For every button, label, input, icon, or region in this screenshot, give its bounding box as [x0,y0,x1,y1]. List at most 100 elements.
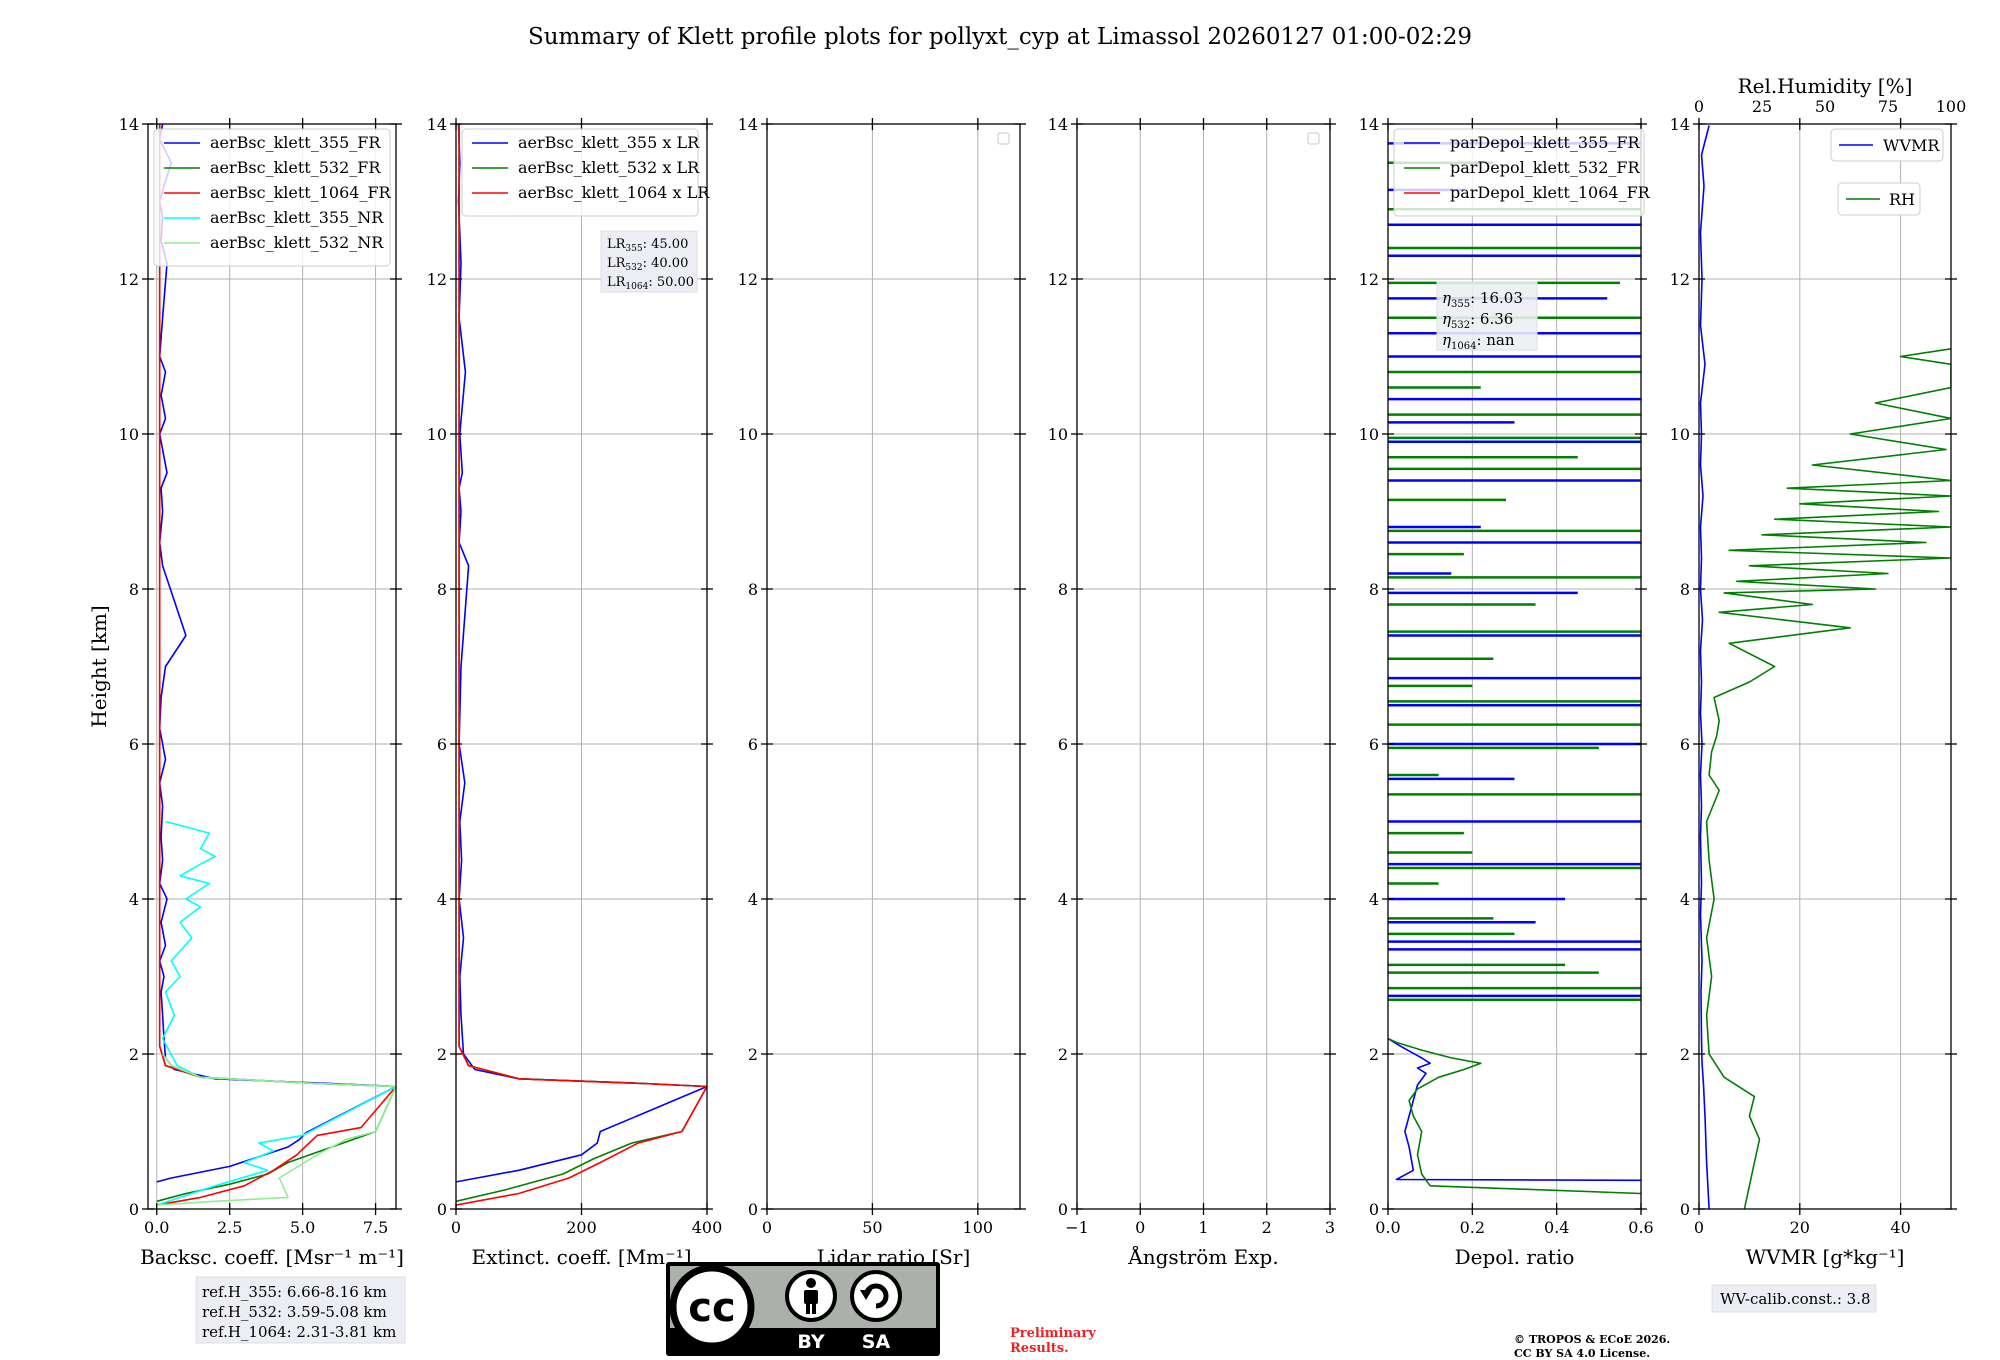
y-tick-label: 6 [1680,735,1690,754]
y-tick-label: 14 [119,115,139,134]
y-tick-label: 10 [119,425,139,444]
legend-box [1830,128,1944,162]
y-tick-label: 8 [129,580,139,599]
empty-legend-box [1307,132,1320,145]
top-x-tick-label: 50 [1815,97,1835,116]
x-tick-label: 2 [1262,1218,1272,1237]
x-axis-label: WVMR [g*kg⁻¹] [1746,1245,1905,1269]
figure-title: Summary of Klett profile plots for polly… [528,24,1472,50]
y-tick-label: 10 [1359,425,1379,444]
x-axis-label: Depol. ratio [1455,1245,1575,1269]
ref-height-1064: ref.H_1064: 2.31-3.81 km [202,1323,396,1341]
top-x-tick-label: 0 [1694,97,1704,116]
series-group-extinction [456,124,707,1206]
x-tick-label: 0 [451,1218,461,1237]
x-tick-label: 2.5 [217,1218,242,1237]
grid-wvmr [1698,123,1951,1210]
legend-label: aerBsc_klett_355_NR [210,208,384,227]
series-line-aerbsc-klett-532-nr [156,1053,396,1206]
y-tick-label: 4 [1680,890,1690,909]
x-tick-label: 0.0 [144,1218,169,1237]
y-tick-label: 2 [1058,1045,1068,1064]
x-axis-label: Ångström Exp. [1127,1244,1278,1269]
preliminary-line1: Preliminary [1010,1326,1096,1341]
legend-box [461,128,699,217]
legend-label: RH [1889,190,1915,209]
y-tick-label: 0 [748,1200,758,1219]
x-tick-label: 0 [1694,1218,1704,1237]
wv-calibration-box: WV-calib.const.: 3.8 [1711,1284,1877,1313]
lidar-ratio-532: LR532: 40.00 [607,256,688,273]
series-line-rh [1705,348,1951,1209]
y-tick-label: 0 [129,1200,139,1219]
x-tick-label: 40 [1890,1218,1910,1237]
y-tick-label: 12 [738,270,758,289]
y-tick-label: 6 [437,735,447,754]
legend-label: aerBsc_klett_532 x LR [518,158,700,177]
y-tick-label: 14 [1048,115,1068,134]
y-tick-label: 2 [748,1045,758,1064]
legend-backscatter: aerBsc_klett_355_FR aerBsc_klett_532_FRae… [153,128,392,267]
y-tick-label: 12 [427,270,447,289]
legend-label: aerBsc_klett_1064 x LR [518,183,710,202]
legend-box [1393,128,1645,217]
series-line-aerbsc-klett-532-fr [156,124,396,1203]
cc-logo-text: cc [688,1285,735,1331]
series-group-backscatter [156,124,396,1206]
x-tick-label: 20 [1790,1218,1810,1237]
y-tick-label: 14 [1670,115,1690,134]
y-tick-label: 12 [1048,270,1068,289]
series-line-aerbsc-klett-1064-fr [156,124,396,1206]
series-line-pardepol-klett-532-fr [1388,1037,1641,1195]
x-axis-label: Extinct. coeff. [Mm⁻¹] [471,1245,691,1269]
x-tick-label: 0.2 [1460,1218,1485,1237]
lidar-ratio-1064: LR1064: 50.00 [607,275,694,292]
axes-frame [1387,123,1642,1210]
x-tick-label: 0 [1135,1218,1145,1237]
series-line-pardepol-klett-355-fr [1388,1037,1641,1182]
attribution-icon [785,1270,837,1322]
x-tick-label: 0.4 [1544,1218,1569,1237]
legend-label: parDepol_klett_1064_FR [1450,183,1651,202]
info-box-bg [1436,281,1538,351]
y-tick-label: 4 [748,890,758,909]
y-tick-label: 0 [1369,1200,1379,1219]
sa-label: SA [862,1331,891,1353]
grid-lidar-ratio [766,123,1020,1210]
series-line-aerbsc-klett-355-fr [156,124,396,1183]
x-tick-label: 50 [862,1218,882,1237]
x-tick-label: 400 [692,1218,723,1237]
copyright-line1: © TROPOS & ECoE 2026. [1514,1333,1670,1346]
legend-label: aerBsc_klett_355 x LR [518,133,700,152]
x-tick-label: 3 [1325,1218,1335,1237]
ref-height-355: ref.H_355: 6.66-8.16 km [202,1283,387,1301]
y-tick-label: 8 [748,580,758,599]
by-label: BY [797,1331,824,1353]
legend-label: parDepol_klett_355_FR [1450,133,1641,152]
legend-extinction: aerBsc_klett_355 x LR aerBsc_klett_532 x … [461,128,710,217]
share-alike-icon [850,1270,902,1322]
empty-legend-box [997,132,1010,145]
x-tick-label: 100 [963,1218,994,1237]
y-tick-label: 10 [1048,425,1068,444]
y-axis-label: Height [km] [87,605,111,727]
series-line-aerbsc-klett-355-nr [156,820,396,1206]
series-line-wvmr [1699,125,1710,1209]
angstrom-eta-355: η355: 16.03 [1442,289,1523,310]
ref-heights-box: ref.H_355: 6.66-8.16 km ref.H_532: 3.59-… [195,1276,406,1344]
y-tick-label: 8 [1369,580,1379,599]
preliminary-line2: Results. [1010,1341,1069,1356]
axes-frame [766,123,1021,1210]
y-tick-label: 6 [1058,735,1068,754]
panel-depol: 0 2 4 6 8 10 12 14 0.0 0.2 0.4 0.6 Depol. ratio parDe… [1359,115,1654,1269]
y-tick-label: 8 [437,580,447,599]
x-tick-label: 0.6 [1628,1218,1653,1237]
x-tick-label: 7.5 [363,1218,388,1237]
info-box-bg [600,230,698,293]
legend-label: aerBsc_klett_355_FR [210,133,381,152]
y-tick-label: 14 [427,115,447,134]
